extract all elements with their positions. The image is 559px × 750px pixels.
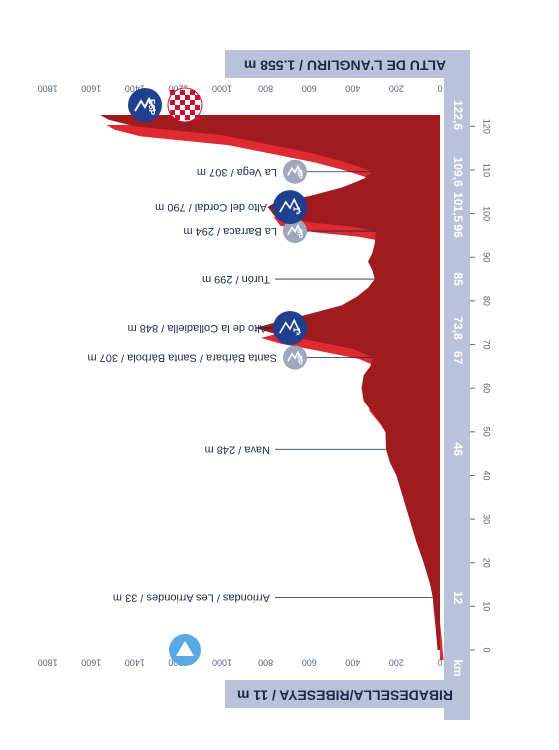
km-marker: 85 [451, 272, 465, 286]
y-tick-top: 0 [437, 84, 442, 94]
km-marker: 46 [451, 443, 465, 457]
start-title-band [225, 680, 469, 708]
km-marker: 12 [451, 591, 465, 605]
km-marker: 67 [451, 351, 465, 365]
y-tick-bottom: 200 [389, 658, 404, 668]
x-tick-label: 100 [482, 206, 492, 221]
km-marker: 122,6 [451, 100, 465, 130]
x-tick-label: 30 [482, 514, 492, 524]
finish-title: ALTU DE L'ANGLIRU / 1.558 m [244, 57, 446, 73]
x-tick-label: 60 [482, 383, 492, 393]
checkered-flag-icon [167, 87, 203, 123]
x-tick-label: 40 [482, 470, 492, 480]
x-tick-label: 120 [482, 119, 492, 134]
annotation-label: La Vega / 307 m [197, 166, 277, 178]
y-tick-bottom: 1400 [125, 658, 145, 668]
y-tick-top: 1400 [125, 84, 145, 94]
sprint-icon [283, 159, 307, 184]
profile-area [100, 115, 440, 650]
summit-esp-icon [128, 88, 162, 122]
mountain-icon [273, 310, 307, 345]
y-tick-top: 1200 [168, 84, 188, 94]
start-title: RIBADESELLA/RIBESEYA / 11 m [237, 687, 453, 703]
start-triangle-icon [169, 634, 201, 666]
y-tick-bottom: 800 [258, 658, 273, 668]
x-tick-label: 50 [482, 427, 492, 437]
x-tick-label: 80 [482, 296, 492, 306]
x-tick-label: 10 [482, 601, 492, 611]
summit-esp-text: ESP [147, 99, 156, 116]
y-tick-bottom: 0 [437, 658, 442, 668]
km-marker: 109,6 [451, 157, 465, 187]
y-tick-top: 600 [302, 84, 317, 94]
x-tick-label: 0 [482, 647, 492, 652]
y-tick-top: 1600 [81, 84, 101, 94]
finish-title-band [225, 50, 469, 78]
y-tick-bottom: 400 [345, 658, 360, 668]
annotation-label: Nava / 248 m [205, 443, 270, 455]
x-tick-label: 20 [482, 558, 492, 568]
x-tick-label: 110 [482, 163, 492, 177]
y-tick-top: 1800 [38, 84, 58, 94]
y-tick-bottom: 1600 [81, 658, 101, 668]
mountain-icon [273, 190, 307, 225]
badge-text: SP [295, 169, 302, 179]
annotation-label: Alto de la Colladiella / 848 m [128, 322, 267, 334]
sprint-icon [283, 219, 307, 244]
badge-text: 1ª [292, 206, 302, 215]
y-tick-top: 200 [389, 84, 404, 94]
badge-text: SP [295, 229, 302, 239]
y-tick-bottom: 600 [302, 658, 317, 668]
y-tick-top: 800 [258, 84, 273, 94]
badge-text: SP [295, 355, 302, 365]
annotation-label: Alto del Cordal / 790 m [155, 201, 267, 213]
y-tick-bottom: 1800 [38, 658, 58, 668]
sprint-icon [283, 345, 307, 370]
y-tick-top: 1000 [212, 84, 232, 94]
y-tick-top: 400 [345, 84, 360, 94]
annotation-label: Santa Bárbara / Santa Bárbola / 307 m [87, 352, 277, 364]
km-unit-label: km [451, 659, 465, 676]
km-band [444, 50, 470, 720]
annotation-label: Arriondas / Les Arriondes / 33 m [113, 592, 270, 604]
annotation-label: La Barraca / 294 m [183, 225, 277, 237]
badge-text: 1ª [292, 327, 302, 336]
km-marker: 101,5 [451, 192, 465, 222]
km-marker: 73,8 [451, 316, 465, 340]
annotation-label: Turón / 299 m [202, 273, 270, 285]
y-tick-bottom: 1000 [212, 658, 232, 668]
km-marker: 96 [451, 224, 465, 238]
x-tick-label: 90 [482, 252, 492, 262]
x-tick-label: 70 [482, 340, 492, 350]
